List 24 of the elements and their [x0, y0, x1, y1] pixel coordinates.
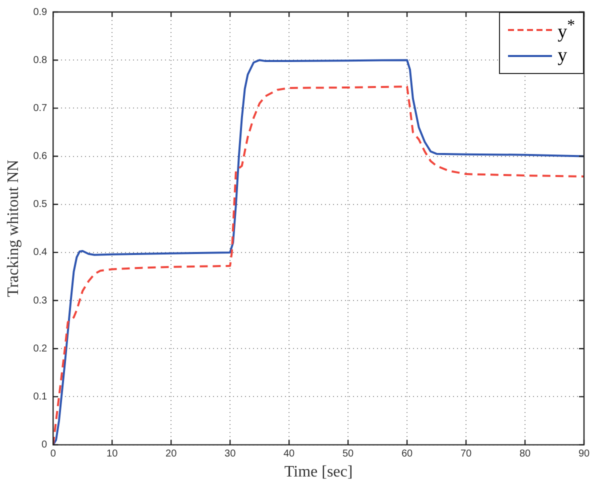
x-axis-title: Time [sec] [284, 464, 353, 481]
y-axis-title: Tracking whitout NN [4, 159, 22, 297]
x-tick-label: 20 [166, 448, 178, 460]
x-tick-label: 80 [519, 448, 532, 460]
y-tick-label: 0.5 [33, 199, 48, 210]
y-tick-label: 0.1 [33, 391, 48, 402]
x-tick-label: 30 [224, 448, 236, 460]
x-tick-label: 60 [401, 448, 414, 460]
x-tick-label: 10 [106, 448, 118, 460]
y-tick-label: 0.7 [33, 102, 48, 114]
y-tick-label: 0.9 [33, 6, 48, 18]
legend-label: y [558, 45, 568, 67]
y-tick-label: 0.6 [33, 151, 48, 162]
x-tick-label: 70 [460, 448, 472, 460]
x-tick-label: 50 [342, 448, 354, 460]
x-tick-label: 40 [283, 448, 296, 460]
legend-label: y$^{*}$ [558, 16, 575, 44]
x-tick-label: 0 [50, 448, 56, 460]
y-tick-label: 0.2 [33, 343, 48, 354]
x-tick-label: 90 [578, 448, 590, 460]
y-tick-label: 0.8 [33, 54, 48, 66]
y-tick-label: 0.4 [33, 247, 48, 258]
y-tick-label: 0.3 [33, 295, 48, 306]
y-tick-label: 0 [42, 440, 48, 451]
